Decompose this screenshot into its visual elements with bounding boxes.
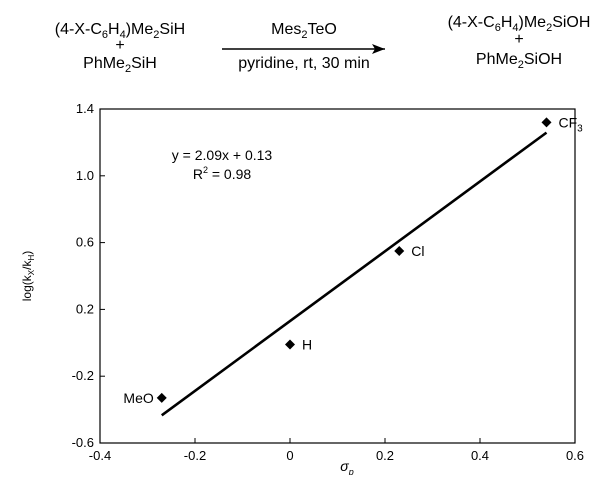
x-axis-label: σp [340, 458, 353, 475]
point-labels-layer: MeO H Cl CF3 [123, 114, 583, 406]
point-label-meo: MeO [123, 390, 153, 406]
reactant-top: (4-X-C6H4)Me2SiH [55, 21, 185, 41]
axes [99, 108, 576, 444]
data-point-cl [394, 245, 405, 256]
point-label-cf: CF3 [559, 114, 584, 134]
points-layer [156, 117, 552, 403]
product-plus: + [514, 31, 523, 48]
y-tick-label: 0.6 [76, 235, 94, 250]
x-tick-label: -0.2 [184, 448, 206, 463]
x-tick-label: 0 [286, 448, 293, 463]
data-point-meo [156, 392, 167, 403]
chart: -0.4 -0.2 0 0.2 0.4 0.6 -0.6-0.20.20.61.01.4 … [20, 101, 584, 477]
product-bottom: PhMe2SiOH [476, 51, 562, 71]
reaction-arrow-head [372, 44, 385, 54]
data-point-h [285, 339, 295, 350]
x-tick-label: 0.2 [376, 448, 394, 463]
y-ticks: -0.6 -0.2 0.2 0.6 1.0 1.4 [72, 101, 105, 450]
y-axis-label: log(kX/kH) [20, 251, 36, 301]
x-tick-label: -0.4 [89, 448, 111, 463]
product-top: (4-X-C6H4)Me2SiOH [448, 14, 591, 34]
reagent-label: Mes2TeO [271, 21, 337, 41]
fit-layer [160, 131, 548, 417]
x-tick-label: 0.4 [471, 448, 489, 463]
y-tick-label: 1.0 [76, 168, 94, 183]
x-tick-label: 0.6 [566, 448, 584, 463]
conditions-label: pyridine, rt, 30 min [238, 55, 370, 72]
fit-line [160, 131, 548, 417]
reaction-scheme: (4-X-C6H4)Me2SiH + PhMe2SiH Mes2TeO pyri… [55, 14, 591, 75]
y-tick-label: 0.2 [76, 301, 94, 316]
reactant-plus: + [115, 37, 124, 54]
r-squared: R2 = 0.98 [193, 165, 252, 182]
point-label-cl: Cl [411, 243, 424, 259]
plot-frame [99, 108, 576, 444]
fit-equation: y = 2.09x + 0.13 [172, 147, 273, 163]
reactant-bottom: PhMe2SiH [83, 55, 157, 75]
y-tick-label: -0.2 [72, 368, 94, 383]
y-tick-label: -0.6 [72, 435, 94, 450]
y-tick-label: 1.4 [76, 101, 94, 116]
x-ticks: -0.4 -0.2 0 0.2 0.4 0.6 [89, 438, 584, 463]
data-point-cf [541, 117, 552, 128]
point-label-h: H [302, 336, 312, 352]
